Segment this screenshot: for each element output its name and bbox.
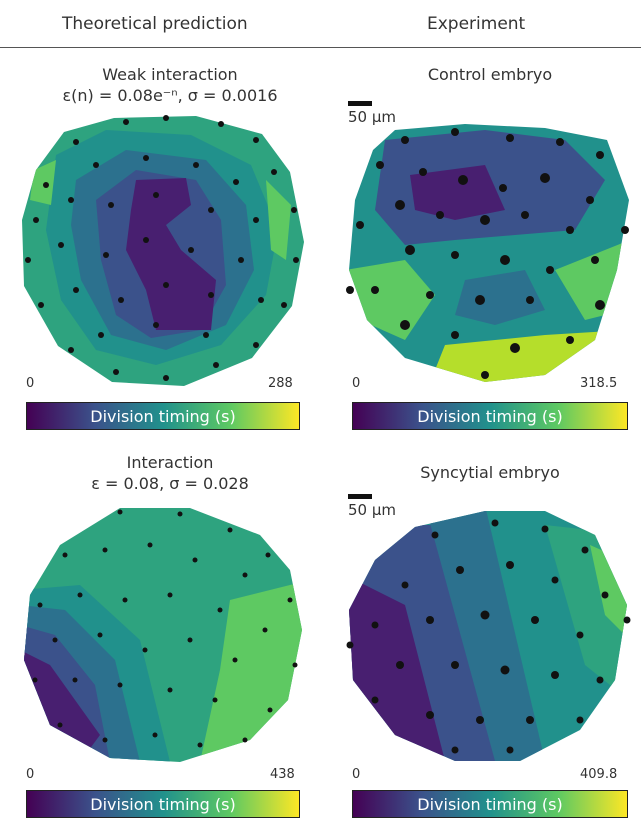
contour-level-green [349, 260, 435, 340]
colorbar-max: 438 [270, 767, 295, 782]
nuclei-group [32, 509, 298, 748]
contour-map-syncytial-embryo [346, 511, 631, 761]
contour-map-weak-interaction [22, 115, 304, 386]
colorbar-min: 0 [352, 376, 361, 391]
panel-control-embryo-title: Control embryo [360, 64, 620, 85]
colorbar-max: 409.8 [580, 767, 618, 782]
colorbar-label: Division timing (s) [417, 406, 563, 426]
panel-syncytial-embryo-title: Syncytial embryo [360, 462, 620, 483]
contour-level-core [410, 165, 505, 220]
scale-bar-label: 50 µm [348, 108, 397, 126]
panel-subtitle-text: ε = 0.08, σ = 0.028 [91, 474, 249, 493]
scale-bar-line [348, 494, 372, 499]
colorbar-max: 288 [268, 376, 293, 391]
colorbar: Division timing (s) [26, 402, 300, 430]
colorbar-label: Division timing (s) [90, 406, 236, 426]
colorbar-label: Division timing (s) [417, 794, 563, 814]
scale-bar-line [348, 101, 372, 106]
panel-weak-interaction-title: Weak interaction ε(n) = 0.08e⁻ⁿ, σ = 0.0… [40, 64, 300, 106]
contour-level-blue [455, 270, 545, 325]
colorbar: Division timing (s) [352, 402, 628, 430]
panel-title-text: Control embryo [427, 65, 553, 84]
colorbar-min: 0 [26, 376, 35, 391]
header-divider [0, 47, 641, 48]
panel-subtitle-text: ε(n) = 0.08e⁻ⁿ, σ = 0.0016 [62, 86, 278, 105]
panel-title-text: Interaction [126, 453, 214, 472]
contour-map-interaction [24, 508, 302, 762]
panel-title-text: Syncytial embryo [420, 463, 560, 482]
colorbar-min: 0 [352, 767, 361, 782]
nuclei-group [346, 519, 631, 754]
nuclei-group [346, 128, 629, 379]
contour-level-green [266, 180, 291, 260]
scale-bar: 50 µm [348, 494, 396, 519]
nuclei-group [25, 115, 299, 381]
scale-bar-label: 50 µm [348, 501, 397, 519]
scale-bar: 50 µm [348, 101, 396, 126]
colorbar: Division timing (s) [352, 790, 628, 818]
column-header-experiment: Experiment [427, 14, 526, 34]
column-header-theory: Theoretical prediction [62, 14, 248, 34]
colorbar: Division timing (s) [26, 790, 300, 818]
colorbar-min: 0 [26, 767, 35, 782]
colorbar-label: Division timing (s) [90, 794, 236, 814]
contour-level-green [30, 160, 56, 205]
colorbar-max: 318.5 [580, 376, 618, 391]
contour-map-control-embryo [346, 124, 629, 382]
contour-level-core [126, 178, 216, 330]
contour-level-blue [425, 511, 545, 761]
panel-interaction-title: Interaction ε = 0.08, σ = 0.028 [40, 452, 300, 494]
panel-title-text: Weak interaction [102, 65, 238, 84]
